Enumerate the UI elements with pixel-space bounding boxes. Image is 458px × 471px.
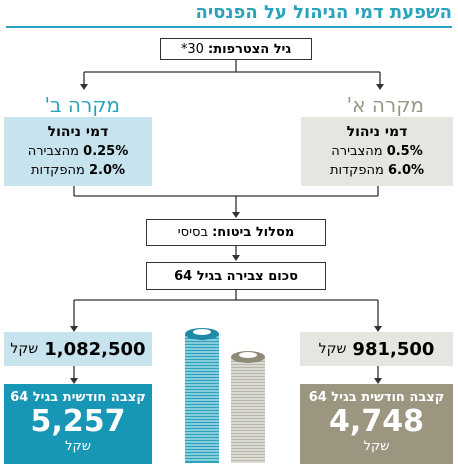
case-a-pension-title: קצבה חודשית בגיל 64: [308, 390, 445, 405]
case-a-fees-box: דמי ניהול 0.5% מהצבירה 6.0% מהפקדות: [301, 117, 453, 186]
case-a-fee-accumulation: 0.5% מהצבירה: [331, 144, 423, 159]
insurance-track-label: מסלול ביטוח:: [212, 225, 295, 240]
case-b-pension-unit: שקל: [65, 439, 91, 454]
case-b-fees-box: דמי ניהול 0.25% מהצבירה 2.0% מהפקדות: [4, 117, 152, 186]
case-b-fees-heading: דמי ניהול: [47, 124, 109, 140]
money-stack-icon: [185, 328, 219, 463]
case-a-pension-unit: שקל: [363, 439, 390, 454]
case-b-sum-value: 1,082,500: [44, 338, 146, 360]
accumulated-sum-box: סכום צבירה בגיל 64: [146, 262, 326, 290]
join-age-label: גיל הצטרפות:: [208, 41, 292, 57]
case-b-sum-box: 1,082,500 שקל: [4, 332, 152, 366]
case-a-sum-value: 981,500: [352, 338, 435, 360]
accumulated-sum-label: סכום צבירה בגיל 64: [174, 268, 298, 284]
insurance-track-value: בסיסי: [177, 225, 208, 240]
case-a-fees-heading: דמי ניהול: [346, 124, 408, 140]
case-a-sum-unit: שקל: [318, 341, 347, 357]
case-a-label: מקרה א': [346, 93, 424, 117]
insurance-track-box: מסלול ביטוח: בסיסי: [146, 219, 326, 246]
join-age-box: גיל הצטרפות: 30*: [160, 38, 312, 60]
money-stack-icon: [231, 351, 265, 463]
join-age-value: 30*: [180, 41, 204, 57]
case-b-sum-unit: שקל: [10, 341, 39, 357]
case-a-pension-box: קצבה חודשית בגיל 64 4,748 שקל: [300, 384, 453, 464]
case-b-fee-deposits: 2.0% מהפקדות: [30, 163, 126, 178]
case-b-fee-accumulation: 0.25% מהצבירה: [27, 144, 129, 159]
case-a-fee-deposits: 6.0% מהפקדות: [329, 163, 425, 178]
case-a-pension-value: 4,748: [329, 404, 424, 439]
case-b-pension-title: קצבה חודשית בגיל 64: [10, 390, 146, 405]
title-rule: [6, 26, 452, 28]
page-title: השפעת דמי הניהול על הפנסיה: [195, 2, 452, 23]
case-b-label: מקרה ב': [44, 93, 120, 117]
case-b-pension-box: קצבה חודשית בגיל 64 5,257 שקל: [4, 384, 152, 464]
case-a-sum-box: 981,500 שקל: [300, 332, 453, 366]
case-b-pension-value: 5,257: [30, 404, 126, 439]
